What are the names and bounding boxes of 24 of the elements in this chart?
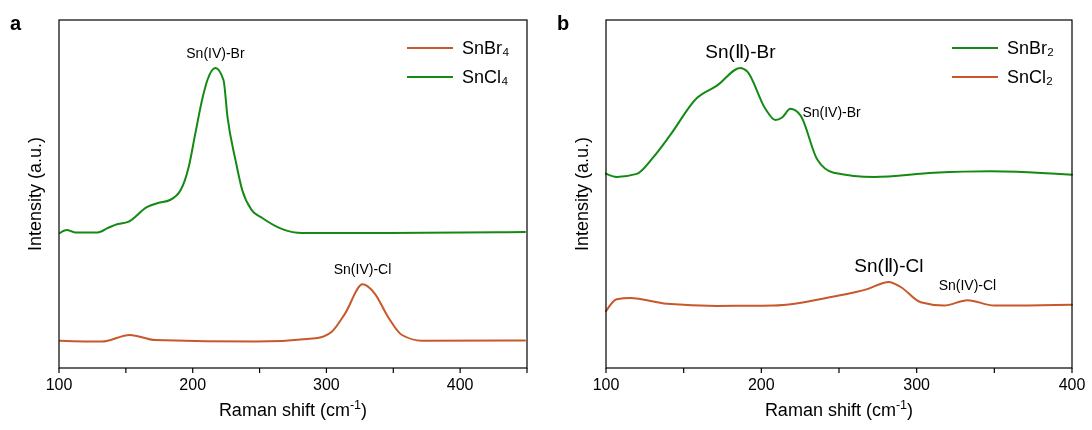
annotation: Sn(IV)-Cl [938, 277, 997, 294]
legend-label: SnBr₄ [462, 38, 510, 58]
legend-label: SnBr₂ [1007, 38, 1055, 58]
annotation: Sn(Ⅱ)-Br [705, 41, 777, 62]
x-tick-label: 100 [45, 376, 73, 393]
annotation: Sn(IV)-Br [186, 45, 245, 61]
chart-title: a [10, 12, 22, 34]
x-axis-title: Raman shift (cm$^{-1}$) [218, 398, 368, 420]
chart-title: b [557, 12, 570, 34]
y-axis-title: Intensity (a.u.) [25, 136, 45, 252]
legend-label: SnCl₄ [462, 67, 509, 87]
annotation: Sn(Ⅱ)-Cl [854, 254, 924, 276]
x-tick-label: 300 [903, 376, 931, 393]
x-tick-label: 300 [313, 376, 340, 393]
x-tick-label: 200 [747, 376, 775, 393]
x-tick-label: 200 [179, 376, 207, 393]
x-tick-label: 100 [592, 376, 620, 393]
x-tick-label: 400 [446, 376, 474, 393]
annotation: Sn(IV)-Cl [333, 261, 392, 278]
x-axis-title: Raman shift (cm$^{-1}$) [764, 398, 914, 420]
annotation: Sn(IV)-Br [802, 103, 862, 120]
y-axis-title: Intensity (a.u.) [572, 136, 592, 252]
legend-label: SnCl₂ [1007, 67, 1054, 87]
x-tick-label: 400 [1058, 376, 1086, 393]
